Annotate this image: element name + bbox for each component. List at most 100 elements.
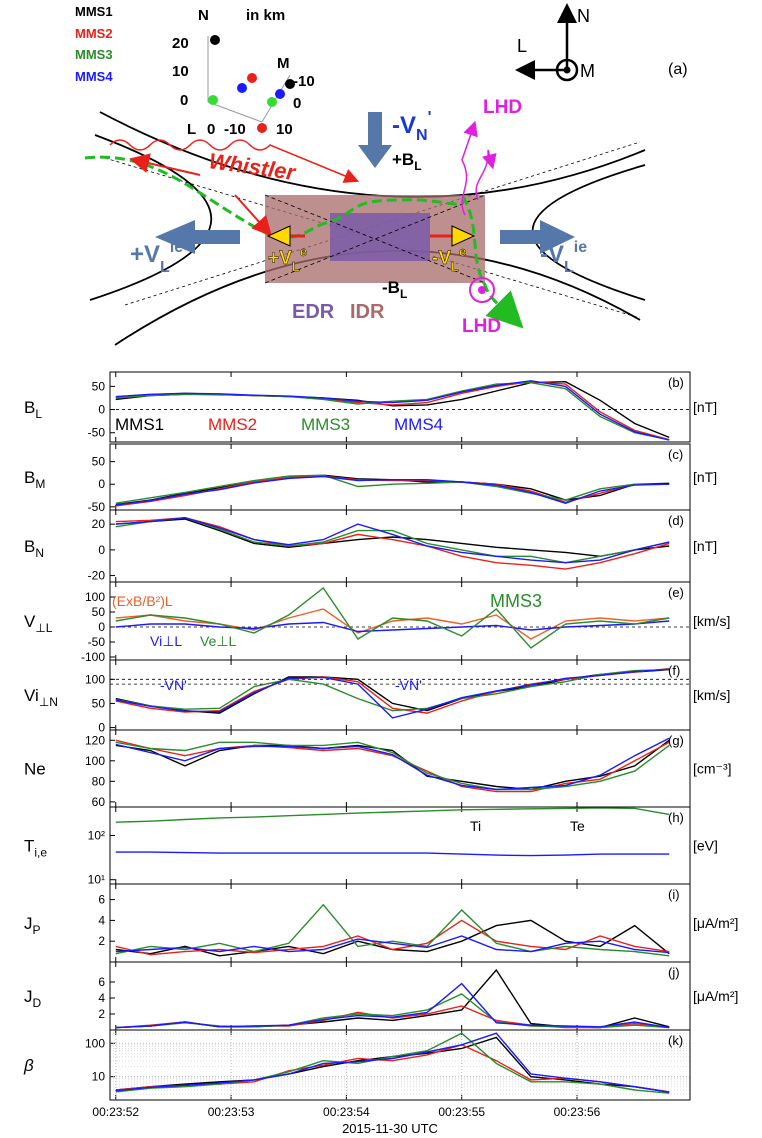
y-tick-label: 2 bbox=[98, 1007, 105, 1021]
y-axis-label: V⊥L bbox=[24, 612, 53, 635]
text-sup: ie bbox=[574, 239, 587, 256]
series-line bbox=[115, 516, 670, 564]
series-line bbox=[115, 993, 670, 1029]
compass: N L M (a) bbox=[515, 3, 688, 82]
lhd-circle bbox=[478, 286, 486, 294]
y-tick-label: 100 bbox=[85, 672, 105, 686]
y-tick-label: 100 bbox=[85, 1036, 105, 1050]
inset-tick: 20 bbox=[172, 35, 189, 52]
y-axis-label: BL bbox=[24, 398, 42, 421]
text-main: +B bbox=[392, 150, 414, 169]
sc-dot bbox=[257, 123, 267, 133]
y-label-main: Vi bbox=[24, 686, 39, 705]
y-label-main: B bbox=[24, 398, 35, 417]
sc-dot bbox=[267, 97, 277, 107]
panel-frame bbox=[109, 1029, 691, 1101]
bl-label: +BL bbox=[392, 150, 422, 173]
y-tick-label: 120 bbox=[85, 733, 105, 747]
y-tick-label: 10¹ bbox=[88, 873, 105, 887]
series-line bbox=[115, 516, 670, 564]
legend-label: MMS3 bbox=[301, 415, 350, 434]
y-label-main: β bbox=[23, 1056, 34, 1075]
y-tick-label: 60 bbox=[92, 795, 106, 809]
series-line bbox=[115, 1032, 670, 1094]
idr-label: IDR bbox=[350, 301, 385, 323]
whistler-label: Whistler bbox=[207, 148, 298, 185]
diagram: MMS1 MMS2 MMS3 MMS4 N in km 20 10 0 L 0 … bbox=[75, 3, 688, 346]
inset-units: in km bbox=[246, 7, 285, 24]
series-line bbox=[115, 741, 670, 791]
series-line bbox=[115, 516, 670, 570]
text-sup: e bbox=[300, 244, 307, 259]
panel-label: (f) bbox=[668, 663, 680, 678]
legend-label: Ti bbox=[470, 818, 481, 834]
sc-dot bbox=[285, 79, 295, 89]
sc-label: MMS4 bbox=[75, 69, 113, 84]
ve-label: -VLe bbox=[432, 244, 466, 274]
panel-label: (k) bbox=[668, 1033, 683, 1048]
lhd-label: LHD bbox=[462, 316, 501, 337]
vn-label: -VN' bbox=[392, 109, 431, 144]
legend-label: MMS2 bbox=[208, 415, 257, 434]
sc-label: MMS2 bbox=[75, 26, 113, 41]
panel: 10 100 00:23:52 00:23:53 00:23:54 00:23:55 00:… bbox=[23, 1029, 691, 1136]
panel-label: (b) bbox=[668, 375, 684, 390]
y-label-sub: ⊥L bbox=[35, 621, 52, 635]
y-tick-label: -100 bbox=[81, 650, 105, 664]
sc-dot bbox=[208, 95, 218, 105]
sc-dot bbox=[237, 83, 247, 93]
series-line bbox=[115, 668, 670, 714]
series-line bbox=[115, 903, 670, 957]
annotation: -VN' bbox=[160, 677, 187, 693]
legend-label: Ve⊥L bbox=[200, 633, 237, 649]
unit-label: [μA/m²] bbox=[693, 988, 738, 1004]
y-tick-label: 50 bbox=[92, 379, 106, 393]
panel-frame bbox=[109, 443, 691, 511]
text-sub: L bbox=[564, 259, 574, 276]
panel: 0 50 100 Vi⊥N [km/s] (f) -VN' -VN' bbox=[24, 659, 730, 735]
compass-label: N bbox=[577, 6, 590, 26]
panel: -20 0 20 BN [nT] (d) bbox=[24, 509, 717, 583]
inset-tick: -10 bbox=[224, 121, 246, 138]
panel-label: (j) bbox=[668, 965, 680, 980]
y-label-sub: i,e bbox=[34, 846, 47, 860]
sc-label: MMS3 bbox=[75, 47, 113, 62]
y-tick-label: 2 bbox=[98, 934, 105, 948]
series-line bbox=[115, 620, 670, 633]
y-label-sub: P bbox=[33, 923, 41, 937]
panel-label: (e) bbox=[668, 585, 684, 600]
y-label-main: T bbox=[24, 837, 34, 856]
panel-label: (c) bbox=[668, 447, 683, 462]
inset-line bbox=[207, 101, 263, 123]
unit-label: [nT] bbox=[693, 538, 717, 554]
y-axis-label: BN bbox=[24, 537, 44, 560]
y-label-main: Ne bbox=[24, 760, 46, 779]
panel: 10¹ 10² Ti,e [eV] (h) Ti Te bbox=[24, 806, 718, 887]
y-tick-label: -50 bbox=[88, 500, 106, 514]
x-tick-label: 00:23:55 bbox=[438, 1105, 485, 1119]
text-main: -V bbox=[432, 248, 451, 269]
y-label-sub: M bbox=[35, 477, 45, 491]
series-line bbox=[115, 669, 670, 712]
unit-label: [nT] bbox=[693, 469, 717, 485]
y-tick-label: -20 bbox=[88, 569, 106, 583]
inset-axis: N bbox=[198, 7, 209, 24]
panel-frame bbox=[109, 659, 691, 731]
sc-dot bbox=[247, 73, 257, 83]
series-line bbox=[115, 474, 670, 504]
y-axis-label: β bbox=[23, 1056, 34, 1075]
edr-label: EDR bbox=[292, 301, 335, 323]
legend-label: MMS4 bbox=[394, 415, 443, 434]
text-sup: e bbox=[459, 244, 466, 259]
y-label-main: B bbox=[24, 537, 35, 556]
legend-label: Te bbox=[570, 818, 585, 834]
series-line bbox=[115, 935, 670, 954]
lhd-label: LHD bbox=[483, 97, 522, 118]
flow-arrows bbox=[155, 112, 575, 254]
text-main: -B bbox=[382, 278, 400, 297]
panel: -50 0 50 BM [nT] (c) bbox=[24, 443, 717, 514]
text-sup: ' bbox=[428, 109, 432, 126]
unit-label: [cm⁻³] bbox=[693, 761, 732, 777]
y-tick-label: 6 bbox=[98, 975, 105, 989]
